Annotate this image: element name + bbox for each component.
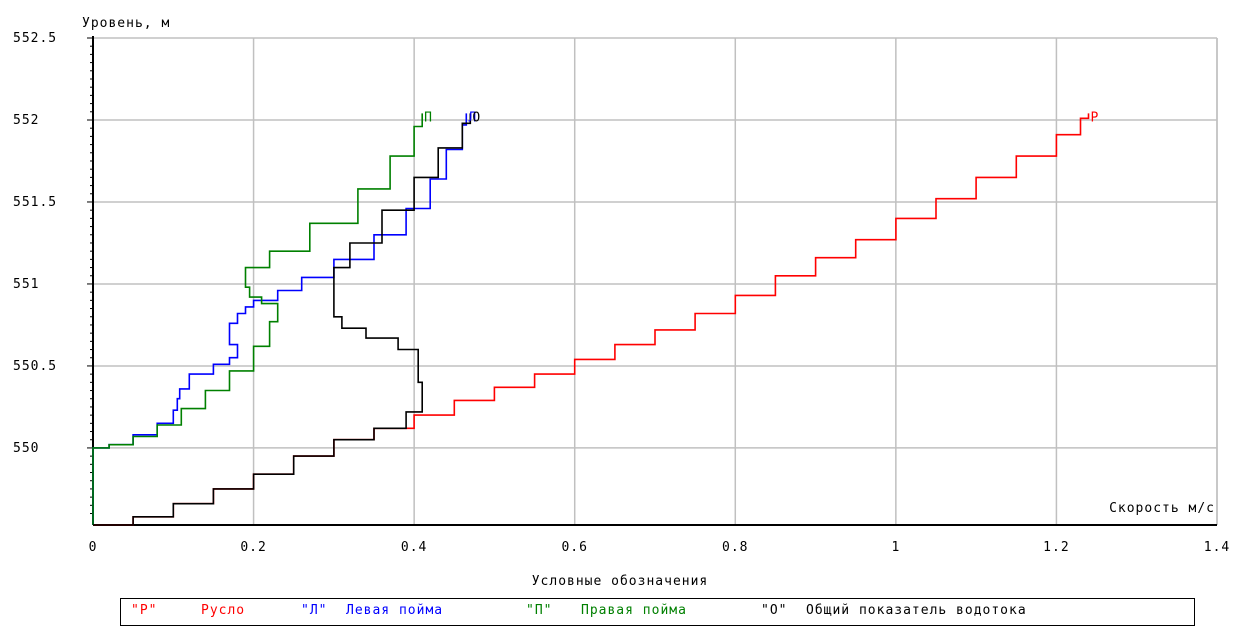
series-end-marker: Л xyxy=(468,110,476,125)
y-tick-label: 550.5 xyxy=(13,359,57,374)
legend-label-total: Общий показатель водотока xyxy=(806,603,1027,618)
legend: "Р" Русло "Л" Левая пойма "П" Правая пой… xyxy=(120,598,1195,626)
legend-code-left-floodplain: "Л" xyxy=(301,603,328,618)
legend-code-right-floodplain: "П" xyxy=(526,603,553,618)
x-tick-label: 1.2 xyxy=(1043,540,1069,555)
legend-code-channel: "Р" xyxy=(131,603,158,618)
series-line-total xyxy=(93,113,472,526)
series-line-right-floodplain xyxy=(92,113,424,525)
legend-title: Условные обозначения xyxy=(531,574,709,589)
x-tick-label: 0.6 xyxy=(561,540,587,555)
x-axis-label: Скорость м/с xyxy=(1109,501,1215,516)
series-end-marker: О xyxy=(472,110,480,125)
legend-label-right-floodplain: Правая пойма xyxy=(581,603,687,618)
y-axis-label: Уровень, м xyxy=(82,16,170,31)
x-tick-label: 0.2 xyxy=(240,540,266,555)
x-tick-label: 1 xyxy=(891,540,900,555)
grid-lines xyxy=(93,37,1218,525)
x-tick-label: 0.4 xyxy=(401,540,427,555)
y-tick-label: 551 xyxy=(13,277,39,292)
series-end-marker: Р xyxy=(1091,110,1099,125)
x-tick-label: 1.4 xyxy=(1204,540,1230,555)
legend-code-total: "О" xyxy=(761,603,788,618)
tick-labels: 0 0.2 0.4 0.6 0.8 1 1.2 1.4 550 550.5 551 551.5 552 5… xyxy=(13,31,1230,555)
axes xyxy=(87,36,1217,526)
legend-label-left-floodplain: Левая пойма xyxy=(346,603,444,618)
y-tick-label: 550 xyxy=(13,441,39,456)
y-tick-label: 551.5 xyxy=(13,195,57,210)
series-lines xyxy=(92,113,1090,526)
series-line-left-floodplain xyxy=(92,113,468,525)
x-tick-label: 0 xyxy=(89,540,98,555)
x-tick-label: 0.8 xyxy=(722,540,748,555)
y-tick-label: 552.5 xyxy=(13,31,57,46)
legend-label-channel: Русло xyxy=(201,603,246,618)
y-tick-label: 552 xyxy=(13,113,39,128)
series-line-channel xyxy=(93,113,1090,526)
series-end-marker: П xyxy=(424,110,432,125)
